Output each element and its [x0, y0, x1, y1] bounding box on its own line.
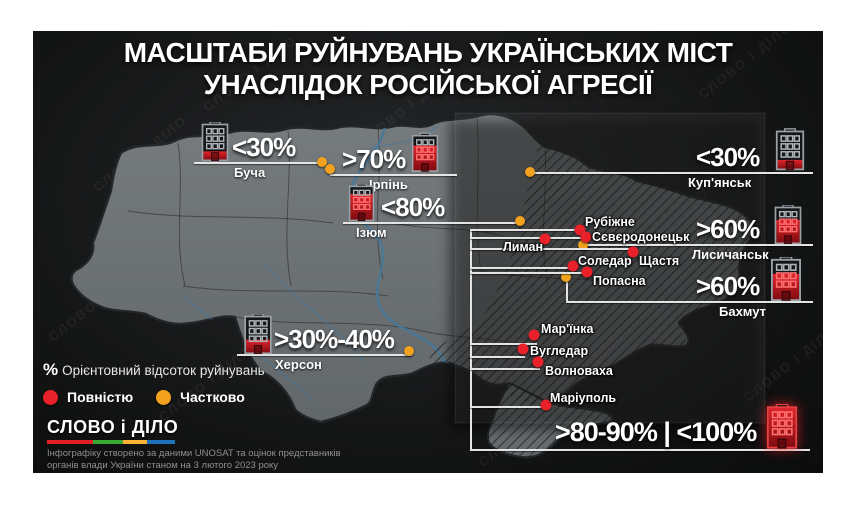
- footer-line2: органів влади України станом на 3 лютого…: [47, 459, 279, 471]
- legend-full-dot-icon: [43, 389, 58, 405]
- callout-line-kupiansk: [530, 172, 813, 174]
- building-icon-izium: [345, 183, 378, 227]
- connector-line-Лиман: [470, 248, 630, 250]
- connector-line-Попасна: [470, 272, 587, 274]
- city-name-irpin: Ірпінь: [369, 177, 408, 192]
- connector-line-Вугледар: [470, 356, 525, 358]
- destruction-stat-bucha: <30%: [232, 132, 296, 162]
- building-icon-lysychansk: [772, 204, 804, 250]
- map-dot-kherson: [404, 346, 414, 356]
- city-name-izium: Ізюм: [356, 225, 387, 240]
- city-name-kupiansk: Куп'янськ: [688, 175, 752, 190]
- slovo-i-dilo-logo: СЛОВО і ДІЛО: [47, 417, 179, 437]
- map-dot-city-6: [528, 329, 540, 341]
- map-city-label: Маріуполь: [550, 391, 617, 405]
- map-dot-bucha: [317, 157, 327, 167]
- map-city-label: Соледар: [578, 254, 632, 268]
- building-icon-kupiansk: [775, 127, 805, 178]
- map-dot-lysychansk: [578, 240, 588, 250]
- destruction-stat-kherson: >30%-40%: [274, 324, 395, 354]
- logo-bar-segment: [123, 440, 147, 444]
- footer-line1: Інфографіку створено за даними UNOSAT та…: [47, 448, 341, 459]
- legend: % Орієнтовний відсоток руйнувань Повністю…: [43, 360, 265, 405]
- connector-bracket-mariupol-group: [470, 229, 472, 449]
- connector-line-Волноваха: [470, 368, 540, 370]
- building-icon-kherson: [243, 313, 273, 360]
- legend-partial-dot-icon: [156, 389, 172, 405]
- city-name-bakhmut: Бахмут: [719, 304, 767, 319]
- map-dot-city-2: [539, 233, 551, 245]
- callout-line-irpin: [330, 174, 457, 176]
- callout-line-bakhmut: [566, 301, 813, 303]
- map-dot-city-1: [580, 231, 592, 243]
- map-dot-city-4: [567, 260, 579, 272]
- map-city-label: Вугледар: [530, 344, 589, 358]
- city-name-lysychansk: Лисичанськ: [692, 247, 769, 262]
- logo-bar-segment: [147, 440, 175, 444]
- destruction-stat-kupiansk: <30%: [696, 142, 760, 172]
- title-line1: МАСШТАБИ РУЙНУВАНЬ УКРАЇНСЬКИХ МІСТ: [123, 37, 733, 68]
- building-icon-irpin: [411, 132, 439, 179]
- map-city-label: Попасна: [593, 274, 646, 288]
- map-city-label: Сєвєродонецьк: [592, 230, 690, 244]
- map-dot-kupiansk: [525, 167, 535, 177]
- callout-line-kherson: [237, 354, 412, 356]
- map-dot-irpin: [325, 164, 335, 174]
- destruction-stat-izium: <80%: [381, 192, 445, 222]
- footer-credit: Інфографіку створено за даними UNOSAT та…: [47, 448, 341, 471]
- logo-color-bar: [47, 440, 175, 444]
- building-icon-bakhmut: [770, 256, 802, 307]
- map-dot-city-8: [532, 356, 544, 368]
- title-line2: УНАСЛІДОК РОСІЙСЬКОЇ АГРЕСІЇ: [203, 69, 653, 100]
- map-dot-city-0: [574, 224, 586, 236]
- map-dot-city-3: [627, 246, 639, 258]
- city-name-kherson: Херсон: [275, 357, 322, 372]
- connector-line-Соледар: [470, 267, 573, 269]
- map-dot-city-5: [581, 266, 593, 278]
- destruction-stat-bakhmut: >60%: [696, 271, 760, 301]
- destruction-stat-lysychansk: >60%: [696, 214, 760, 244]
- map-city-label: Волноваха: [545, 364, 613, 378]
- map-city-label: Мар'їнка: [541, 322, 594, 336]
- callout-line-lysychansk: [583, 244, 813, 246]
- building-icon-bucha: [200, 121, 230, 167]
- destruction-stat-irpin: >70%: [342, 144, 406, 174]
- connector-line-Маріуполь: [470, 406, 546, 408]
- legend-partial-label: Частково: [180, 389, 245, 405]
- connector-line-Сєвєродонецьк: [470, 237, 586, 239]
- city-name-bucha: Буча: [234, 165, 266, 180]
- building-icon-mariupol-group: [766, 403, 798, 455]
- callout-line-bucha: [194, 162, 327, 164]
- map-dot-izium: [515, 216, 525, 226]
- map-dot-bakhmut: [561, 272, 571, 282]
- map-city-label: Лиман: [503, 240, 544, 254]
- map-city-label: Щастя: [639, 254, 680, 268]
- page-title: МАСШТАБИ РУЙНУВАНЬ УКРАЇНСЬКИХ МІСТ УНАС…: [33, 37, 823, 101]
- callout-line-izium: [343, 222, 522, 224]
- callout-line-mariupol-group: [470, 449, 810, 451]
- map-dot-city-7: [517, 343, 529, 355]
- legend-full-label: Повністю: [67, 389, 134, 405]
- map-dot-city-9: [540, 399, 552, 411]
- legend-caption: % Орієнтовний відсоток руйнувань: [43, 360, 265, 379]
- connector-line-Рубіжне: [470, 229, 580, 231]
- logo-bar-segment: [47, 440, 93, 444]
- connector-elbow-bakhmut: [566, 278, 568, 301]
- logo-bar-segment: [93, 440, 123, 444]
- connector-line-Мар'їнка: [470, 343, 537, 345]
- destruction-stat-mariupol-group: >80-90% | <100%: [555, 417, 757, 447]
- percent-symbol: %: [43, 360, 59, 379]
- map-city-label: Рубіжне: [585, 215, 635, 229]
